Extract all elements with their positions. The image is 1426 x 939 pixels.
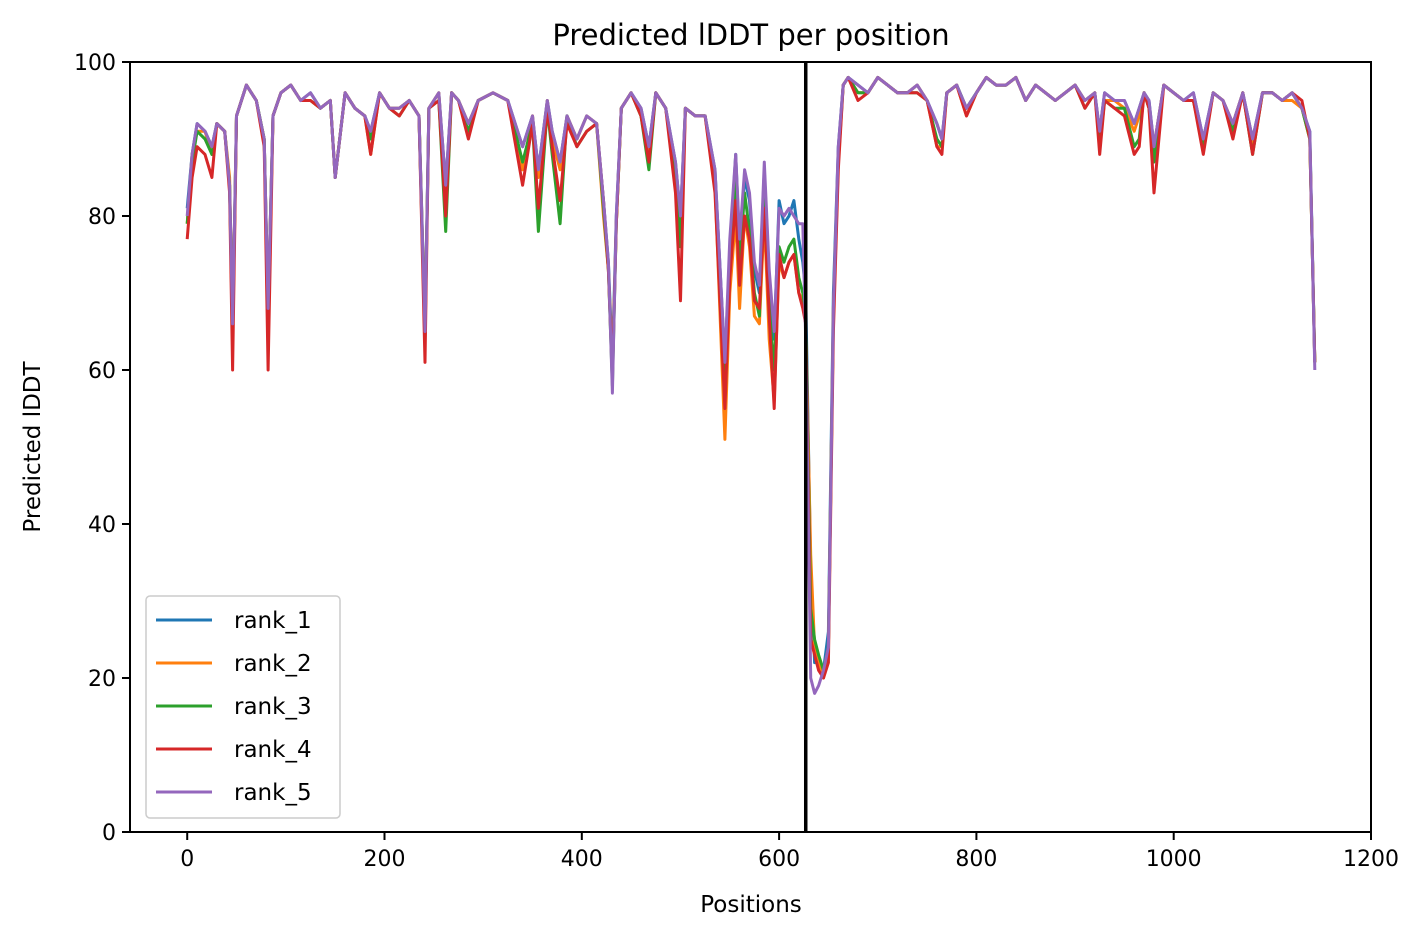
- y-axis-ticks: 0 20 40 60 80 100: [74, 51, 130, 846]
- x-tick-label: 1000: [1146, 847, 1202, 872]
- legend-label: rank_1: [234, 608, 312, 634]
- x-tick-label: 0: [180, 847, 194, 872]
- y-axis-label: Predicted lDDT: [20, 360, 46, 532]
- x-axis-label: Positions: [700, 892, 802, 918]
- legend-label: rank_5: [234, 780, 312, 806]
- y-tick-label: 100: [74, 51, 116, 76]
- y-tick-label: 0: [102, 821, 116, 846]
- x-tick-label: 200: [364, 847, 406, 872]
- y-tick-label: 60: [88, 359, 116, 384]
- legend-label: rank_3: [234, 694, 312, 720]
- x-tick-label: 800: [955, 847, 997, 872]
- x-tick-label: 400: [561, 847, 603, 872]
- legend-label: rank_4: [234, 737, 312, 763]
- series-line-rank-5: [185, 75, 1317, 695]
- y-tick-label: 20: [88, 667, 116, 692]
- legend-label: rank_2: [234, 651, 312, 677]
- plot-frame: [129, 61, 1372, 833]
- series-layer: [185, 75, 1317, 695]
- y-tick-label: 40: [88, 513, 116, 538]
- chart-title: Predicted lDDT per position: [552, 18, 949, 52]
- y-tick-label: 80: [88, 205, 116, 230]
- legend-box: [145, 595, 341, 819]
- legend: rank_1 rank_2 rank_3 rank_4 rank_5: [145, 595, 341, 819]
- x-tick-label: 1200: [1343, 847, 1399, 872]
- x-tick-label: 600: [758, 847, 800, 872]
- x-axis-ticks: 0 200 400 600 800 1000 1200: [180, 832, 1399, 872]
